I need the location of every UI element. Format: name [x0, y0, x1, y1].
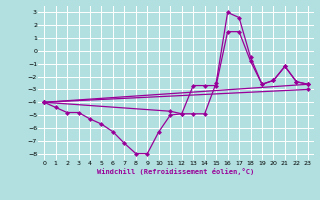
X-axis label: Windchill (Refroidissement éolien,°C): Windchill (Refroidissement éolien,°C): [97, 168, 255, 175]
